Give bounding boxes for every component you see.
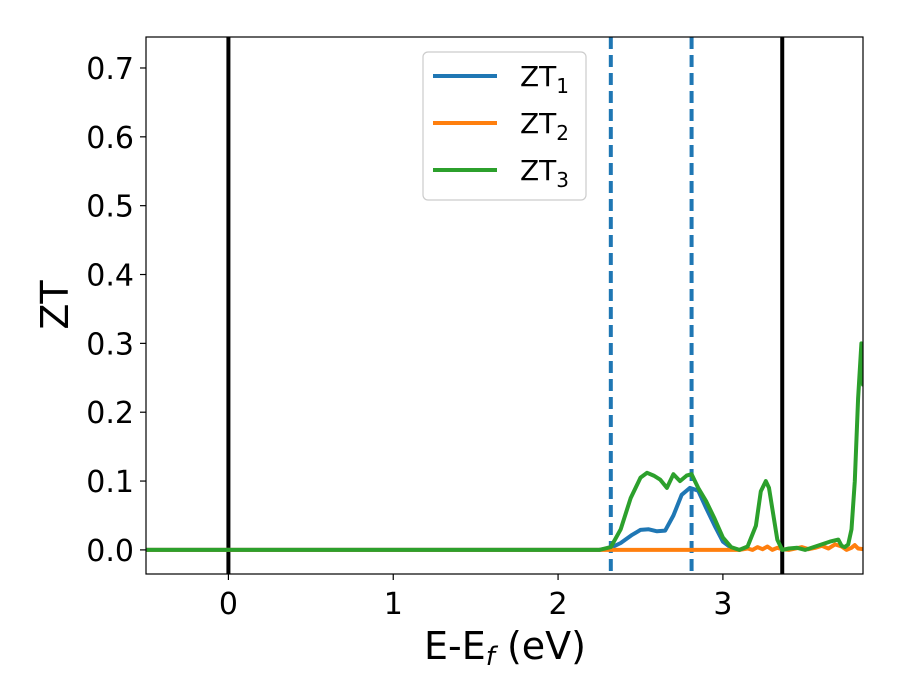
y-tick-label: 0.2 bbox=[86, 396, 134, 431]
legend-label-zt2: ZT2 bbox=[520, 107, 569, 145]
x-tick-label: 2 bbox=[549, 587, 568, 622]
plot-area bbox=[146, 37, 863, 574]
series-line-zt3 bbox=[146, 341, 863, 552]
series-line-zt1 bbox=[146, 485, 742, 552]
axes-border bbox=[145, 36, 864, 575]
x-tick-label: 1 bbox=[384, 587, 403, 622]
y-tick-label: 0.3 bbox=[86, 327, 134, 362]
x-axis-label: E-Ef (eV) bbox=[424, 624, 586, 672]
axes-frame bbox=[145, 36, 864, 575]
y-tick-label: 0.7 bbox=[86, 52, 134, 87]
y-tick-label: 0.0 bbox=[86, 534, 134, 569]
x-tick-label: 0 bbox=[219, 587, 238, 622]
legend: ZT1 ZT2 ZT3 bbox=[422, 51, 587, 201]
y-axis-ticks: 0.0 0.1 0.2 0.3 0.4 0.5 0.6 0.7 bbox=[86, 52, 146, 569]
x-tick-label: 3 bbox=[713, 587, 732, 622]
legend-label-zt1: ZT1 bbox=[520, 60, 569, 98]
y-tick-label: 0.4 bbox=[86, 259, 134, 294]
y-tick-label: 0.6 bbox=[86, 121, 134, 156]
y-axis-label: ZT bbox=[33, 280, 77, 330]
y-tick-label: 0.5 bbox=[86, 190, 134, 225]
legend-box bbox=[422, 51, 587, 201]
y-tick-label: 0.1 bbox=[86, 465, 134, 500]
x-axis-ticks: 0 1 2 3 bbox=[219, 574, 732, 622]
legend-label-zt3: ZT3 bbox=[520, 154, 569, 192]
plot-content bbox=[146, 37, 863, 574]
